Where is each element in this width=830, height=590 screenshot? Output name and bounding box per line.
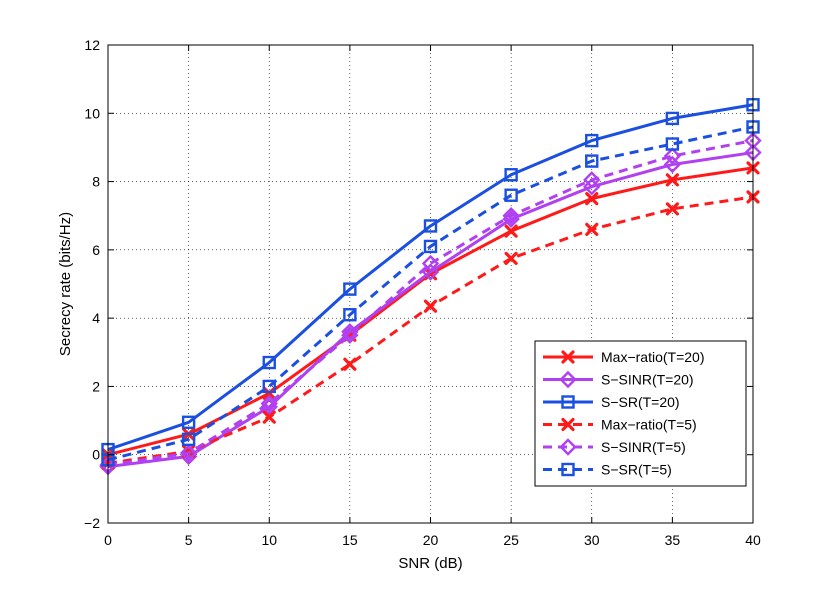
legend-label: S−SINR(T=5) (601, 439, 686, 455)
data-point-marker (341, 326, 359, 344)
legend: Max−ratio(T=20) S−SINR(T=20) S−SR(T=20) Max… (534, 340, 747, 487)
legend-marker (559, 370, 577, 389)
data-point-marker (504, 188, 518, 202)
y-tick-label: 8 (92, 174, 100, 190)
legend-box (534, 340, 747, 487)
data-point-marker (181, 432, 196, 447)
legend-marker (561, 462, 575, 477)
data-point-marker (421, 263, 440, 281)
data-point-marker (663, 147, 682, 165)
data-point-marker (502, 207, 520, 225)
legend-marker (561, 395, 575, 409)
data-point-marker (665, 202, 679, 216)
legend-marker (561, 417, 575, 432)
y-tick-label: 12 (84, 37, 100, 53)
data-point-marker (583, 171, 601, 189)
legend-label: S−SR(T=5) (601, 462, 672, 478)
data-point-marker (663, 155, 682, 174)
data-point-marker (423, 299, 438, 313)
y-tick-label: 6 (92, 242, 100, 258)
data-point-marker (504, 224, 518, 238)
x-tick-label: 10 (261, 532, 277, 548)
x-tick-label: 25 (503, 532, 519, 548)
x-tick-label: 15 (342, 532, 358, 548)
data-point-marker (343, 282, 357, 296)
ticks (107, 44, 754, 524)
data-point-marker (585, 154, 599, 168)
data-point-marker (585, 133, 599, 148)
y-tick-label: 10 (84, 105, 100, 121)
legend-label: S−SR(T=20) (601, 394, 680, 410)
data-point-marker (181, 415, 196, 429)
data-point-marker (343, 357, 357, 371)
data-point-marker (665, 137, 680, 151)
series-line (107, 139, 754, 467)
data-point-marker (421, 254, 440, 273)
legend-label: Max−ratio(T=5) (601, 417, 697, 433)
x-tick-label: 35 (665, 532, 681, 548)
data-point-marker (665, 173, 679, 187)
data-point-marker (179, 444, 198, 462)
y-tick-label: 4 (92, 310, 100, 326)
data-point-marker (423, 239, 438, 254)
x-tick-label: 20 (423, 532, 439, 548)
x-tick-label: 0 (104, 532, 112, 548)
data-point-marker (665, 111, 680, 126)
y-tick-label: 0 (92, 447, 100, 463)
data-point-marker (262, 355, 276, 370)
x-tick-label: 30 (584, 532, 600, 548)
data-point-marker (343, 308, 357, 322)
data-point-marker (262, 379, 276, 394)
data-point-marker (583, 177, 601, 196)
data-point-marker (504, 251, 518, 265)
series-line (107, 103, 754, 452)
x-tick-label: 5 (185, 532, 193, 548)
data-point-marker (585, 222, 599, 236)
x-axis-title: SNR (dB) (398, 555, 462, 572)
data-point-marker (262, 410, 276, 424)
x-tick-label: 40 (745, 532, 761, 548)
data-point-marker (585, 192, 599, 206)
y-tick-label: −2 (84, 515, 100, 531)
data-point-marker (423, 219, 438, 233)
legend-label: Max−ratio(T=20) (601, 349, 704, 365)
legend-marker (561, 350, 575, 364)
data-point-marker (504, 168, 518, 182)
y-tick-label: 2 (92, 378, 100, 394)
series-line (107, 125, 754, 462)
data-point-marker (260, 394, 278, 413)
legend-marker (559, 438, 577, 456)
y-axis-title: Secrecy rate (bits/Hz) (57, 212, 74, 356)
data-point-marker (262, 386, 276, 400)
legend-label: S−SINR(T=20) (601, 372, 694, 388)
